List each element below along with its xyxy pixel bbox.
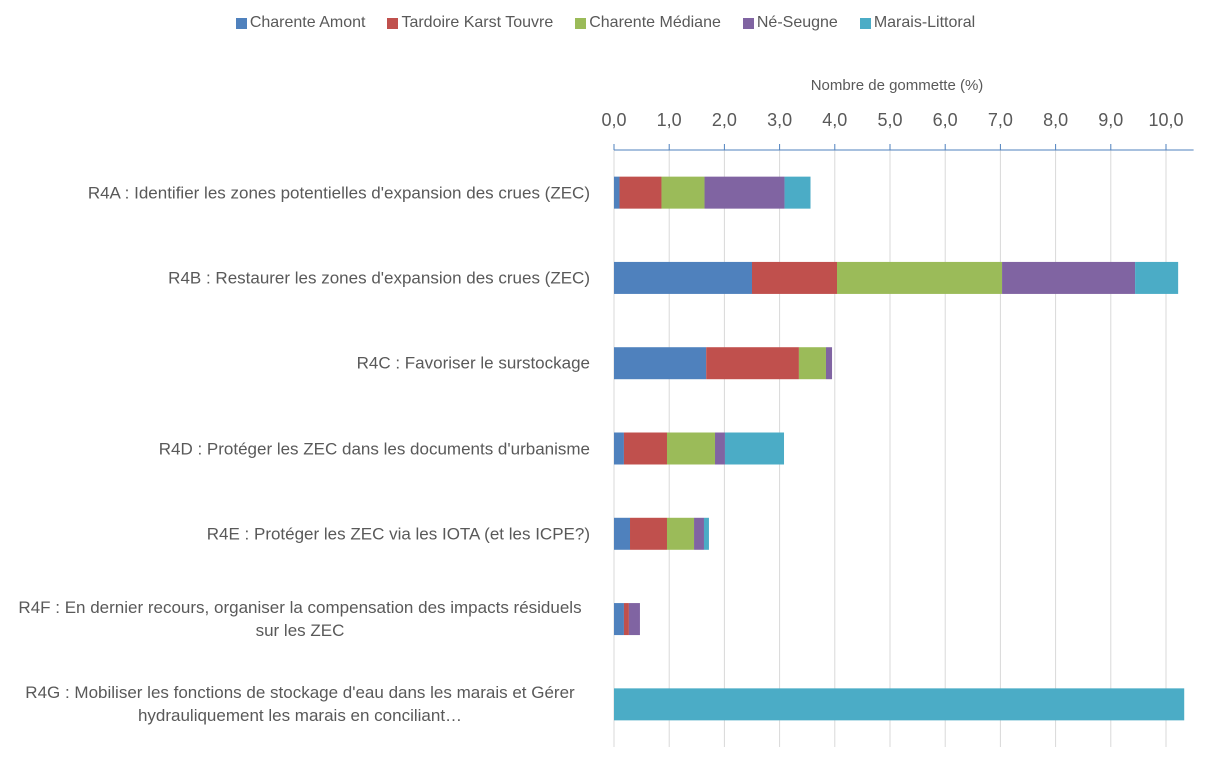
bar-segment bbox=[614, 603, 624, 636]
bar-segment bbox=[706, 347, 799, 380]
bar-segment bbox=[614, 432, 624, 465]
bar-segment bbox=[614, 176, 620, 209]
bar-segment bbox=[614, 517, 631, 550]
x-tick-label: 1,0 bbox=[657, 110, 682, 130]
bar-segment bbox=[715, 432, 725, 465]
bar-segment bbox=[623, 603, 629, 636]
legend-label: Né-Seugne bbox=[756, 14, 838, 31]
category-text: R4A : Identifier les zones potentielles … bbox=[87, 183, 590, 203]
category-text: R4B : Restaurer les zones d'expansion de… bbox=[168, 268, 590, 288]
x-tick-label: 4,0 bbox=[822, 110, 847, 130]
category-label: R4G : Mobiliser les fonctions de stockag… bbox=[10, 681, 590, 727]
bar-segment bbox=[825, 347, 833, 380]
bar-segment bbox=[614, 347, 707, 380]
bar-segment bbox=[666, 517, 695, 550]
legend-item: Né-Seugne bbox=[742, 14, 838, 32]
bar-segment bbox=[614, 688, 1185, 721]
category-text: R4E : Protéger les ZEC via les IOTA (et … bbox=[206, 524, 590, 544]
legend-swatch bbox=[859, 17, 871, 29]
bar-segment bbox=[703, 517, 709, 550]
bar-segment bbox=[724, 432, 785, 465]
legend-swatch bbox=[575, 17, 587, 29]
x-tick-label: 3,0 bbox=[767, 110, 792, 130]
bar-segment bbox=[704, 176, 785, 209]
bar-segment bbox=[798, 347, 826, 380]
bar-segment bbox=[1002, 261, 1136, 294]
category-text: R4G : Mobiliser les fonctions de stockag… bbox=[25, 683, 575, 726]
legend-item: Marais-Littoral bbox=[859, 14, 976, 32]
x-tick-label: 10,0 bbox=[1148, 110, 1183, 130]
category-text: R4C : Favoriser le surstockage bbox=[356, 353, 590, 373]
legend-item: Charente Amont bbox=[235, 14, 366, 32]
category-text: R4F : En dernier recours, organiser la c… bbox=[18, 598, 582, 641]
bar-segment bbox=[619, 176, 662, 209]
legend-label: Tardoire Karst Touvre bbox=[401, 14, 554, 31]
legend-label: Charente Médiane bbox=[589, 14, 721, 31]
legend: Charente Amont Tardoire Karst Touvre Chare… bbox=[0, 14, 1211, 32]
category-text: R4D : Protéger les ZEC dans les document… bbox=[158, 439, 590, 458]
category-label: R4B : Restaurer les zones d'expansion de… bbox=[10, 266, 590, 289]
category-label: R4F : En dernier recours, organiser la c… bbox=[10, 596, 590, 642]
x-tick-label: 8,0 bbox=[1043, 110, 1068, 130]
legend-item: Charente Médiane bbox=[575, 14, 721, 32]
legend-swatch bbox=[742, 17, 754, 29]
bar-segment bbox=[666, 432, 716, 465]
bar-segment bbox=[614, 261, 752, 294]
x-tick-label: 0,0 bbox=[601, 110, 626, 130]
category-label: R4C : Favoriser le surstockage bbox=[10, 352, 590, 375]
legend-swatch bbox=[387, 17, 399, 29]
x-tick-label: 2,0 bbox=[712, 110, 737, 130]
legend-label: Charente Amont bbox=[249, 14, 366, 31]
x-tick-label: 9,0 bbox=[1098, 110, 1123, 130]
axis-title: Nombre de gommette (%) bbox=[811, 77, 984, 94]
bar-segment bbox=[752, 261, 838, 294]
category-label: R4D : Protéger les ZEC dans les document… bbox=[10, 437, 590, 460]
bar-segment bbox=[630, 517, 667, 550]
bar-segment bbox=[661, 176, 705, 209]
bar-segment bbox=[1135, 261, 1179, 294]
bar-segment bbox=[837, 261, 1003, 294]
x-tick-label: 6,0 bbox=[933, 110, 958, 130]
category-label: R4A : Identifier les zones potentielles … bbox=[10, 181, 590, 204]
category-label: R4E : Protéger les ZEC via les IOTA (et … bbox=[10, 522, 590, 545]
bar-segment bbox=[628, 603, 640, 636]
legend-label: Marais-Littoral bbox=[873, 14, 976, 31]
bar-segment bbox=[623, 432, 667, 465]
bar-segment bbox=[694, 517, 704, 550]
bar-segment bbox=[784, 176, 811, 209]
x-tick-label: 5,0 bbox=[877, 110, 902, 130]
legend-swatch bbox=[235, 17, 247, 29]
x-tick-label: 7,0 bbox=[988, 110, 1013, 130]
legend-item: Tardoire Karst Touvre bbox=[387, 14, 553, 32]
